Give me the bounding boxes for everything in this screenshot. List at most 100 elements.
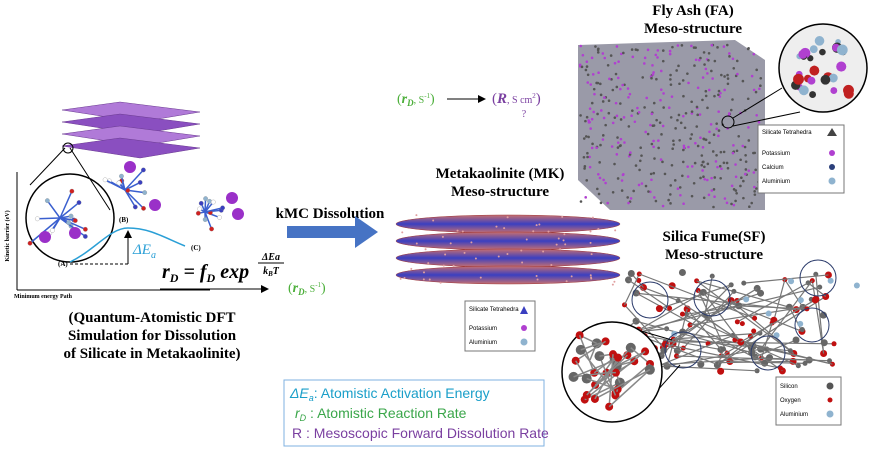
r-part: ) bbox=[536, 91, 541, 107]
r-part: R bbox=[496, 91, 507, 107]
bond bbox=[638, 286, 820, 331]
atom bbox=[736, 72, 739, 76]
atom bbox=[706, 178, 709, 182]
atom bbox=[619, 137, 623, 141]
atom bbox=[752, 315, 758, 321]
r-part: r bbox=[402, 92, 408, 107]
mk-title: Metakaolinite (MK) bbox=[436, 166, 565, 182]
atom bbox=[442, 264, 445, 267]
aluminium bbox=[797, 297, 804, 304]
atom bbox=[819, 48, 826, 56]
exp-denominator: kBT bbox=[263, 266, 280, 278]
caption-line: Simulation for Dissolution bbox=[68, 328, 237, 344]
atom bbox=[550, 263, 553, 266]
atom bbox=[654, 199, 658, 203]
atom bbox=[592, 87, 596, 91]
atom bbox=[599, 143, 602, 147]
atom bbox=[698, 58, 701, 62]
atom bbox=[615, 153, 619, 156]
aluminium bbox=[773, 332, 780, 339]
legend-icon bbox=[520, 306, 528, 314]
atom bbox=[653, 157, 656, 160]
arrow-label: kMC Dissolution bbox=[276, 206, 385, 222]
atom bbox=[727, 112, 731, 115]
atom bbox=[596, 48, 600, 52]
atom bbox=[403, 277, 406, 280]
atom bbox=[555, 243, 558, 246]
fa-subtitle: Meso-structure bbox=[644, 21, 742, 37]
atom bbox=[422, 278, 425, 281]
atom bbox=[669, 184, 673, 187]
atom bbox=[641, 76, 645, 79]
atom bbox=[557, 237, 560, 240]
atom bbox=[682, 202, 685, 206]
atom bbox=[622, 116, 626, 119]
atom bbox=[694, 46, 697, 49]
atom bbox=[629, 197, 633, 200]
eq-part: r bbox=[162, 261, 170, 283]
atom bbox=[696, 113, 700, 117]
atom bbox=[636, 277, 642, 283]
atom bbox=[710, 43, 714, 47]
sf-legend: Silicon Oxygen Aluminium bbox=[775, 376, 842, 426]
r-part: 2 bbox=[532, 92, 536, 100]
atom bbox=[590, 277, 593, 280]
atom bbox=[535, 224, 538, 227]
atom bbox=[613, 116, 617, 119]
atom bbox=[452, 264, 455, 267]
atom bbox=[690, 194, 694, 198]
bond bbox=[665, 343, 781, 369]
atom bbox=[667, 106, 671, 110]
rate-from: (rD, S-1) bbox=[397, 92, 435, 108]
atom bbox=[643, 62, 646, 65]
atom bbox=[656, 56, 659, 59]
r-part: , S cm bbox=[507, 95, 533, 106]
atom bbox=[643, 56, 647, 60]
atom bbox=[649, 190, 652, 194]
legend-label: Calcium bbox=[762, 165, 784, 171]
atom bbox=[587, 119, 590, 122]
subscript: a bbox=[151, 250, 156, 261]
y-label: Kinetic barrier (eV) bbox=[4, 210, 11, 261]
atom bbox=[587, 135, 590, 139]
atom bbox=[743, 145, 747, 149]
atom bbox=[690, 44, 693, 48]
atom bbox=[102, 177, 108, 183]
atom bbox=[432, 219, 435, 222]
bond bbox=[594, 357, 619, 400]
atom bbox=[681, 174, 684, 178]
atom bbox=[50, 228, 55, 233]
atom bbox=[686, 72, 689, 75]
atom bbox=[198, 200, 204, 206]
mk-legend: Silicate Tetrahedra Potassium Aluminium bbox=[464, 300, 536, 352]
atom bbox=[732, 66, 736, 70]
atom bbox=[659, 98, 662, 102]
atom bbox=[195, 210, 201, 216]
sf-subtitle: Meso-structure bbox=[665, 247, 763, 263]
atom bbox=[717, 129, 721, 132]
atom bbox=[579, 44, 583, 48]
atom bbox=[27, 240, 33, 246]
atom bbox=[604, 181, 607, 185]
atom bbox=[655, 118, 658, 122]
g-part: : Atomistic Activation Energy bbox=[314, 385, 490, 401]
atom bbox=[521, 261, 524, 264]
atom bbox=[580, 65, 584, 69]
atom bbox=[619, 102, 622, 105]
bond bbox=[104, 179, 126, 191]
atom bbox=[708, 141, 711, 145]
atom bbox=[579, 114, 582, 117]
atom bbox=[798, 49, 808, 59]
atom bbox=[595, 146, 598, 150]
atom bbox=[710, 189, 714, 192]
eq-part: D bbox=[206, 271, 216, 285]
atom bbox=[723, 75, 726, 78]
atom bbox=[759, 76, 763, 80]
atom bbox=[707, 193, 711, 197]
atom bbox=[741, 280, 747, 286]
atom bbox=[725, 201, 729, 205]
atom bbox=[601, 100, 605, 103]
atom bbox=[217, 215, 222, 220]
r-part: , S bbox=[414, 95, 425, 106]
atom bbox=[441, 235, 444, 238]
